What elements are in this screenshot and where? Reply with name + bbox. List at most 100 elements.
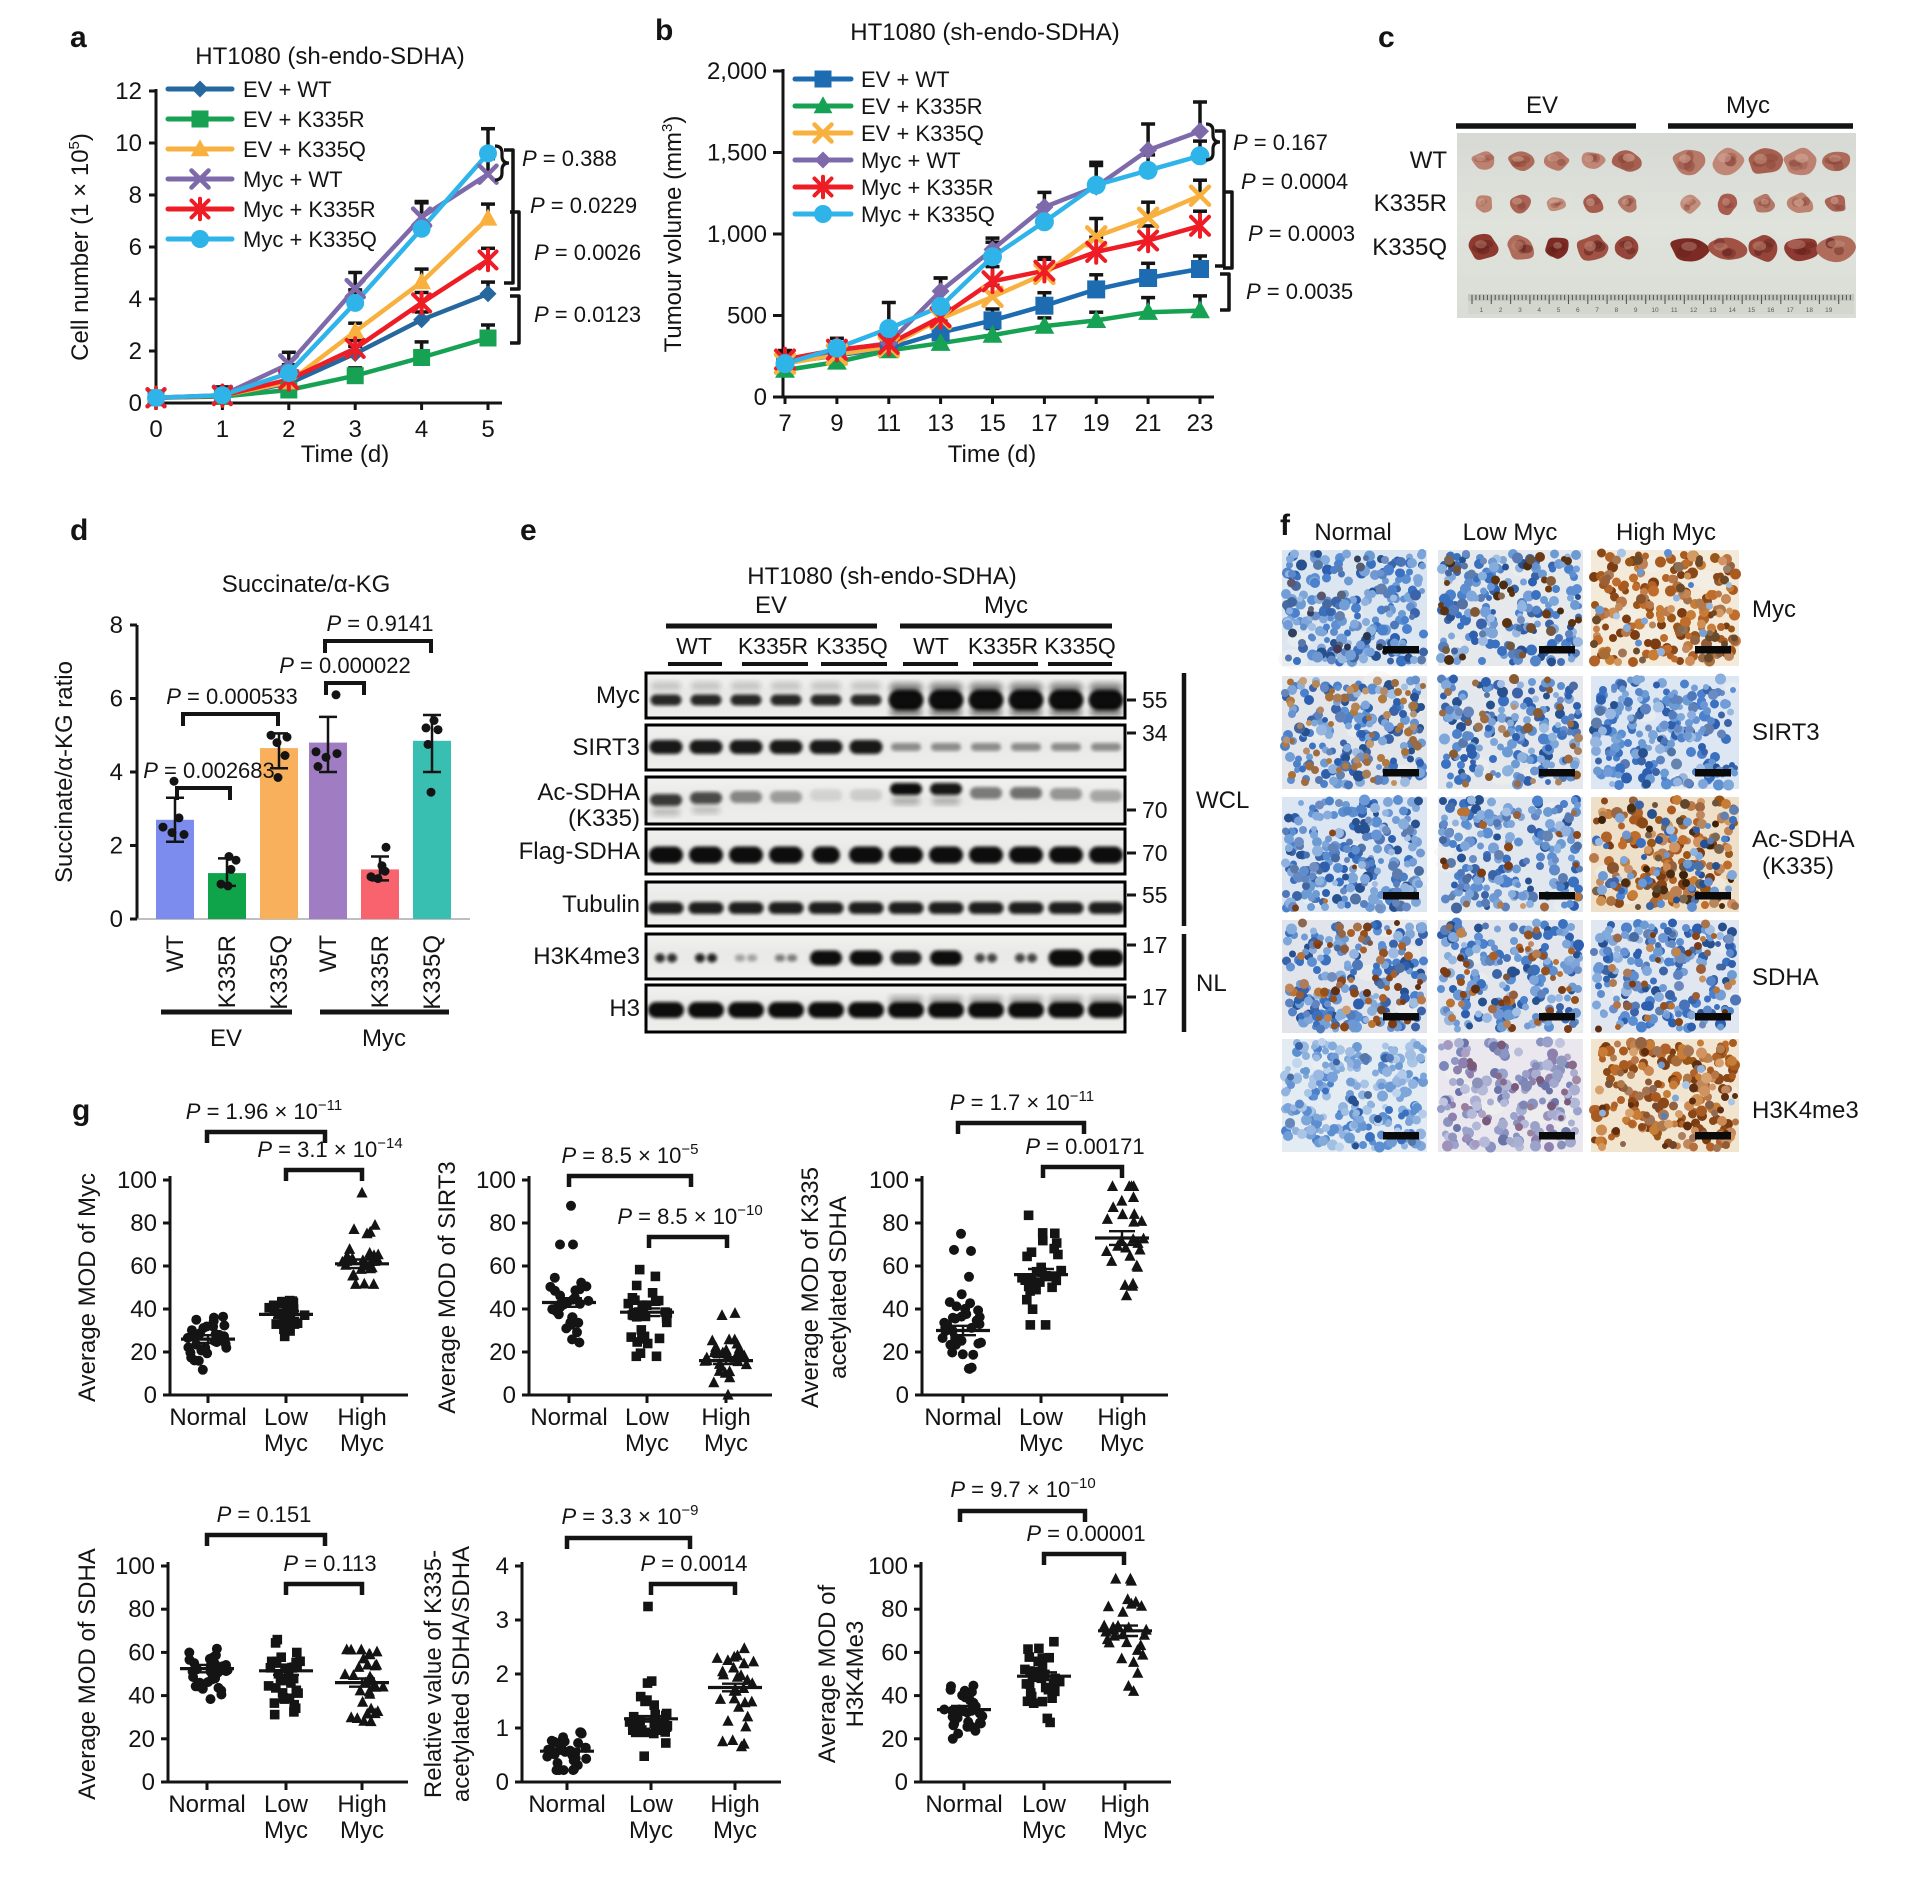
svg-text:13: 13	[927, 410, 954, 437]
svg-text:Tumour volume (mm3): Tumour volume (mm3)	[659, 116, 687, 353]
svg-text:55: 55	[1142, 687, 1168, 713]
svg-text:HT1080 (sh-endo-SDHA): HT1080 (sh-endo-SDHA)	[747, 563, 1016, 590]
svg-text:4: 4	[110, 759, 123, 786]
svg-text:P = 0.0014: P = 0.0014	[640, 1551, 747, 1576]
svg-text:20: 20	[881, 1726, 908, 1753]
svg-text:High: High	[1097, 1404, 1146, 1431]
svg-text:100: 100	[868, 1553, 908, 1580]
svg-text:11: 11	[876, 410, 901, 437]
svg-text:Succinate/α-KG ratio: Succinate/α-KG ratio	[51, 661, 78, 883]
svg-text:EV + WT: EV + WT	[861, 67, 950, 92]
svg-text:P = 1.96 × 10−11: P = 1.96 × 10−11	[186, 1097, 342, 1124]
svg-text:2,000: 2,000	[707, 58, 767, 85]
svg-text:1: 1	[1479, 307, 1483, 314]
svg-text:4: 4	[129, 286, 142, 313]
svg-text:1: 1	[216, 416, 229, 443]
svg-text:100: 100	[115, 1553, 155, 1580]
svg-text:Myc: Myc	[629, 1817, 673, 1844]
svg-text:Myc: Myc	[984, 592, 1028, 619]
svg-text:40: 40	[882, 1296, 909, 1323]
svg-text:Myc + K335Q: Myc + K335Q	[861, 202, 995, 227]
svg-text:55: 55	[1142, 882, 1168, 908]
svg-text:WT: WT	[913, 633, 949, 659]
svg-text:Myc: Myc	[362, 1025, 406, 1052]
svg-text:P = 0.0004: P = 0.0004	[1241, 169, 1348, 194]
svg-text:13: 13	[1709, 307, 1717, 314]
svg-text:K335Q: K335Q	[1372, 234, 1447, 261]
svg-text:WT: WT	[315, 935, 342, 973]
svg-text:Myc: Myc	[1022, 1817, 1066, 1844]
svg-text:K335R: K335R	[367, 935, 394, 1008]
svg-text:H3: H3	[609, 995, 640, 1022]
svg-text:17: 17	[1142, 932, 1168, 958]
svg-text:P = 0.0003: P = 0.0003	[1248, 221, 1355, 246]
svg-text:P = 1.7 × 10−11: P = 1.7 × 10−11	[950, 1088, 1094, 1115]
svg-text:SIRT3: SIRT3	[1752, 719, 1820, 746]
svg-text:60: 60	[882, 1253, 909, 1280]
svg-text:P = 0.151: P = 0.151	[217, 1502, 312, 1527]
svg-text:60: 60	[489, 1253, 516, 1280]
svg-text:HT1080 (sh-endo-SDHA): HT1080 (sh-endo-SDHA)	[195, 43, 464, 70]
svg-text:P = 0.00171: P = 0.00171	[1025, 1134, 1144, 1159]
svg-text:Flag-SDHA: Flag-SDHA	[519, 838, 640, 865]
svg-text:P = 8.5 × 10−5: P = 8.5 × 10−5	[562, 1141, 699, 1168]
svg-text:2: 2	[129, 338, 142, 365]
svg-text:K335Q: K335Q	[1044, 633, 1116, 659]
svg-text:Tubulin: Tubulin	[562, 891, 640, 918]
svg-text:0: 0	[142, 1769, 155, 1796]
svg-text:Average MOD of: Average MOD of	[814, 1585, 841, 1764]
svg-text:P = 0.9141: P = 0.9141	[326, 611, 433, 636]
svg-text:6: 6	[129, 234, 142, 261]
svg-text:EV + WT: EV + WT	[243, 77, 332, 102]
svg-text:12: 12	[1690, 307, 1698, 314]
svg-text:15: 15	[979, 410, 1006, 437]
svg-text:P = 0.0123: P = 0.0123	[534, 302, 641, 327]
svg-text:7: 7	[778, 410, 791, 437]
svg-text:5: 5	[481, 416, 494, 443]
svg-text:Average MOD of Myc: Average MOD of Myc	[74, 1173, 101, 1402]
svg-text:0: 0	[496, 1769, 509, 1796]
svg-text:High: High	[701, 1404, 750, 1431]
svg-text:P = 0.000022: P = 0.000022	[279, 653, 411, 678]
svg-text:100: 100	[869, 1167, 909, 1194]
svg-text:H3K4me3: H3K4me3	[533, 943, 640, 970]
svg-text:2: 2	[282, 416, 295, 443]
svg-text:High: High	[1100, 1791, 1149, 1818]
svg-text:P = 0.002683: P = 0.002683	[143, 758, 275, 783]
svg-text:Myc + WT: Myc + WT	[243, 167, 343, 192]
svg-text:K335Q: K335Q	[419, 935, 446, 1010]
svg-text:8: 8	[110, 612, 123, 639]
svg-text:21: 21	[1135, 410, 1162, 437]
svg-text:70: 70	[1142, 840, 1168, 866]
svg-text:Myc: Myc	[625, 1430, 669, 1457]
svg-text:Low Myc: Low Myc	[1463, 519, 1558, 546]
svg-text:WT: WT	[162, 935, 189, 973]
svg-text:Average MOD of K335: Average MOD of K335	[797, 1167, 824, 1408]
svg-text:EV + K335Q: EV + K335Q	[243, 137, 366, 162]
svg-text:Myc: Myc	[713, 1817, 757, 1844]
svg-text:Myc: Myc	[1103, 1817, 1147, 1844]
svg-text:K335R: K335R	[1374, 190, 1447, 217]
svg-text:Cell number (1 × 105): Cell number (1 × 105)	[66, 133, 94, 361]
svg-text:Average MOD of SDHA: Average MOD of SDHA	[74, 1548, 101, 1800]
svg-text:Myc: Myc	[1100, 1430, 1144, 1457]
svg-text:WCL: WCL	[1196, 787, 1249, 814]
svg-text:P = 0.000533: P = 0.000533	[166, 684, 298, 709]
svg-text:Myc + WT: Myc + WT	[861, 148, 961, 173]
svg-text:P = 0.00001: P = 0.00001	[1026, 1521, 1145, 1546]
svg-text:18: 18	[1806, 307, 1814, 314]
svg-text:9: 9	[1634, 307, 1638, 314]
svg-text:Relative value of K335-: Relative value of K335-	[420, 1550, 447, 1798]
svg-text:15: 15	[1748, 307, 1756, 314]
svg-text:a: a	[70, 21, 87, 54]
svg-text:c: c	[1378, 21, 1395, 54]
svg-text:Myc: Myc	[596, 682, 640, 709]
svg-text:0: 0	[754, 384, 767, 411]
svg-text:P = 0.388: P = 0.388	[522, 146, 617, 171]
svg-text:EV: EV	[1526, 92, 1558, 119]
svg-text:9: 9	[830, 410, 843, 437]
svg-text:High Myc: High Myc	[1616, 519, 1716, 546]
svg-text:Average MOD of SIRT3: Average MOD of SIRT3	[434, 1161, 461, 1414]
svg-text:Myc: Myc	[340, 1817, 384, 1844]
svg-text:Normal: Normal	[1314, 519, 1391, 546]
